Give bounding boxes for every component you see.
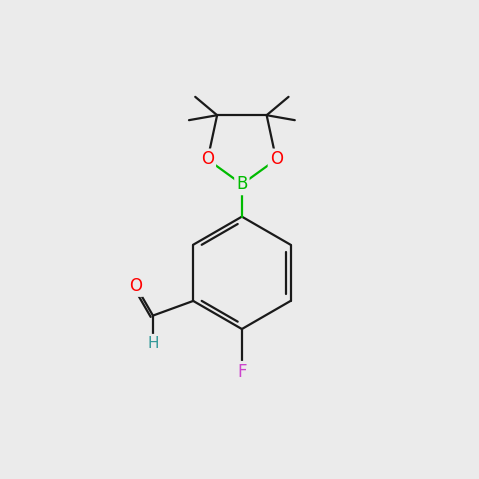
Text: O: O — [129, 277, 142, 295]
Text: B: B — [236, 175, 248, 193]
Text: H: H — [147, 336, 159, 351]
Text: F: F — [237, 363, 247, 381]
Text: O: O — [270, 150, 283, 169]
Text: O: O — [201, 150, 214, 169]
